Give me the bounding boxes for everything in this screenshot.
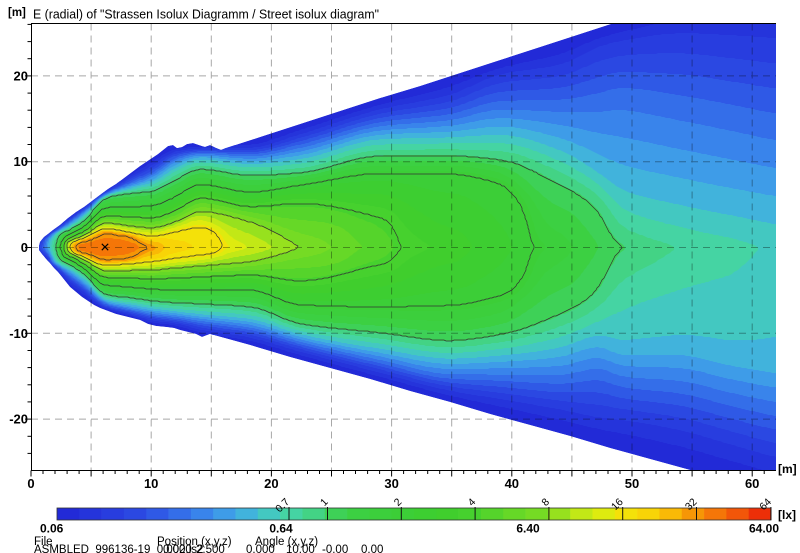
svg-text:0: 0 [21,240,28,255]
svg-text:[m]: [m] [778,462,797,476]
svg-text:ASMBLED_996136-19_0.002.ls2: ASMBLED_996136-19_0.002.ls2 [34,544,203,553]
svg-text:6.40: 6.40 [516,522,540,536]
svg-text:10.00: 10.00 [286,544,315,553]
svg-text:60: 60 [745,476,759,491]
svg-text:20: 20 [14,68,28,83]
svg-text:Position (x,y,z): Position (x,y,z) [157,536,232,548]
svg-text:40: 40 [505,476,519,491]
svg-text:E (radial) of "Strassen Isolux: E (radial) of "Strassen Isolux Diagramm … [33,7,379,22]
svg-text:20: 20 [264,476,278,491]
svg-text:0.000: 0.000 [163,544,192,553]
svg-text:-20: -20 [9,412,28,427]
svg-text:0.06: 0.06 [40,522,64,536]
svg-text:0: 0 [27,476,34,491]
svg-text:0.64: 0.64 [269,522,293,536]
svg-text:30: 30 [384,476,398,491]
svg-text:2.500: 2.500 [196,544,225,553]
svg-text:-0.00: -0.00 [322,544,348,553]
svg-text:-10: -10 [9,326,28,341]
svg-text:0.000: 0.000 [246,544,275,553]
svg-text:Angle (x,y,z): Angle (x,y,z) [255,536,318,548]
svg-text:File: File [34,536,53,548]
svg-text:10: 10 [144,476,158,491]
svg-text:0.00: 0.00 [361,544,383,553]
svg-text:50: 50 [625,476,639,491]
svg-text:[m]: [m] [8,7,26,19]
svg-text:64.00: 64.00 [749,522,779,536]
svg-text:[lx]: [lx] [778,508,796,522]
svg-text:10: 10 [14,154,28,169]
